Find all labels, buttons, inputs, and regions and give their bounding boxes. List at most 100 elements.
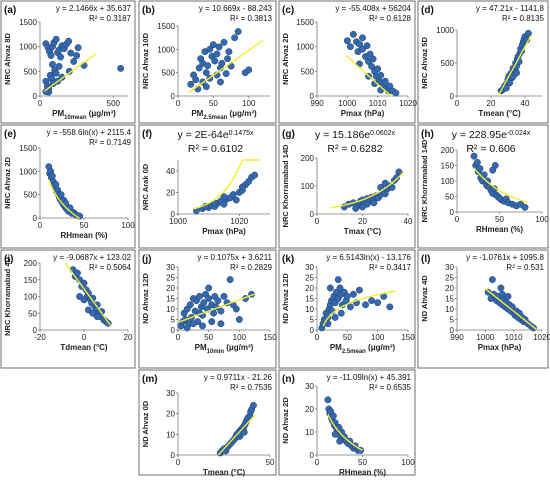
data-point xyxy=(80,279,88,287)
trend-equation-text: y = -1.0761x + 1095.8 xyxy=(466,253,544,262)
x-tick-label: 100 xyxy=(535,215,549,224)
r-squared: R² = 0.8135 xyxy=(502,14,545,23)
y-tick-label: 100 xyxy=(24,293,38,302)
y-axis-label: NRC Khorramabad 14D xyxy=(281,144,290,228)
x-axis-label-main: Pmax (hPa) xyxy=(202,227,246,236)
x-tick-label: 1020 xyxy=(533,333,550,342)
x-tick-label: 100 xyxy=(121,221,135,230)
x-axis-label-main: Tmax ( xyxy=(344,227,370,236)
data-point xyxy=(369,55,377,63)
data-point xyxy=(245,66,253,74)
data-point xyxy=(226,276,234,284)
panel-frame xyxy=(417,0,549,124)
y-tick-label: 25 xyxy=(445,274,454,283)
data-point xyxy=(331,313,339,321)
x-tick-label: 1000 xyxy=(476,333,494,342)
x-tick-label: 0 xyxy=(315,217,320,226)
x-tick-label: 0 xyxy=(315,333,320,342)
y-tick-label: 30 xyxy=(445,263,454,272)
y-tick-label: 5 xyxy=(171,316,176,325)
data-point xyxy=(392,89,400,97)
data-point xyxy=(229,191,237,199)
x-tick-label: 150 xyxy=(401,333,415,342)
y-axis-label: NRC Ahvaz 10D xyxy=(141,32,150,89)
data-point xyxy=(235,316,243,323)
x-axis-label: Pmax (hPa) xyxy=(202,227,246,236)
data-point xyxy=(217,320,225,328)
trend-equation-exponent: 0.1475x xyxy=(229,130,254,137)
trend-equation-text: y = 228.95e xyxy=(452,129,507,141)
x-axis-label: PM10min (μg/m³) xyxy=(195,343,254,355)
trend-line xyxy=(345,54,392,97)
x-tick-label: 1020 xyxy=(230,217,248,226)
trend-line xyxy=(188,39,264,94)
x-tick-label: 100 xyxy=(371,333,385,342)
x-axis-label-main: Pmax (hPa) xyxy=(341,109,385,118)
trend-line xyxy=(43,53,97,92)
r-squared: R² = 0.606 xyxy=(466,143,515,155)
y-tick-label: 25 xyxy=(166,274,175,283)
y-tick-label: 15 xyxy=(445,295,454,304)
x-tick-label: 0 xyxy=(38,221,43,230)
y-tick-label: 1500 xyxy=(296,18,314,27)
data-point xyxy=(329,412,337,420)
x-tick-label: 50 xyxy=(80,221,89,230)
data-point xyxy=(480,171,488,179)
data-point xyxy=(220,292,228,300)
r-squared: R² = 0.6128 xyxy=(369,14,412,23)
data-point xyxy=(204,62,212,70)
trend-equation-text: y = -558.6ln(x) + 2115.4 xyxy=(47,128,132,137)
x-axis-label: RHmean (%) xyxy=(339,468,386,477)
x-axis-label-unit: °C) xyxy=(96,343,108,352)
x-axis-label-main: PM xyxy=(330,343,342,352)
data-point xyxy=(55,62,63,70)
x-tick-label: 50 xyxy=(358,458,367,467)
panel-tag: (b) xyxy=(142,5,155,16)
trend-equation-text: y = 10.669x - 88.243 xyxy=(199,4,273,13)
data-point xyxy=(374,299,382,307)
data-point xyxy=(208,318,216,326)
data-point xyxy=(187,80,195,88)
y-tick-label: 0 xyxy=(171,210,176,219)
data-point xyxy=(381,179,389,187)
data-point xyxy=(202,83,210,91)
data-point xyxy=(368,297,376,305)
y-tick-label: 500 xyxy=(301,67,315,76)
data-point xyxy=(359,45,366,53)
x-tick-label: 990 xyxy=(310,99,324,108)
x-axis-label: RHmean (%) xyxy=(476,225,523,234)
panel-g: 0 100 200 0 20 40 NRC Khorramabad 14D Tmax (°C)… xyxy=(278,124,416,249)
data-point xyxy=(497,284,505,292)
y-axis-label: ND Ahvaz 12D xyxy=(141,273,150,324)
y-tick-label: 20 xyxy=(166,188,175,197)
r-squared: R² = 0.6102 xyxy=(188,143,243,155)
trend-equation: y = -558.6ln(x) + 2115.4 xyxy=(47,128,132,137)
panel-frame xyxy=(138,124,277,249)
data-point xyxy=(196,292,203,300)
data-point xyxy=(473,158,481,166)
panel-tag: (l) xyxy=(421,254,430,265)
trend-equation: y = -55.408x + 56204 xyxy=(335,4,411,13)
x-axis-label: RHmean (%) xyxy=(60,231,107,240)
trend-equation-text: y = 2E-64e xyxy=(178,129,229,141)
data-point xyxy=(363,42,371,50)
data-point xyxy=(359,203,366,211)
panel-f: 0 20 40 1000 1020 NRC Arak 0D Pmax (hPa) (f) y =… xyxy=(138,124,277,249)
data-point xyxy=(240,428,248,436)
panel-tag: (g) xyxy=(282,129,295,140)
x-tick-label: 100 xyxy=(233,333,247,342)
r-squared: R² = 0.3813 xyxy=(230,14,273,23)
data-point xyxy=(73,269,81,277)
data-point xyxy=(199,322,206,330)
y-tick-label: 20 xyxy=(166,284,175,293)
data-point xyxy=(217,78,224,86)
panel-frame xyxy=(0,124,136,249)
data-point xyxy=(374,65,382,73)
y-tick-label: 0 xyxy=(310,92,315,101)
y-tick-label: 150 xyxy=(441,162,455,171)
data-point xyxy=(218,59,226,67)
y-tick-label: 0 xyxy=(171,92,176,101)
panel-a: 0 500 1000 1500 0 500 NRC Ahvaz 8D PM10mean (μg… xyxy=(0,0,136,124)
data-point xyxy=(343,37,351,45)
data-point xyxy=(337,309,345,317)
